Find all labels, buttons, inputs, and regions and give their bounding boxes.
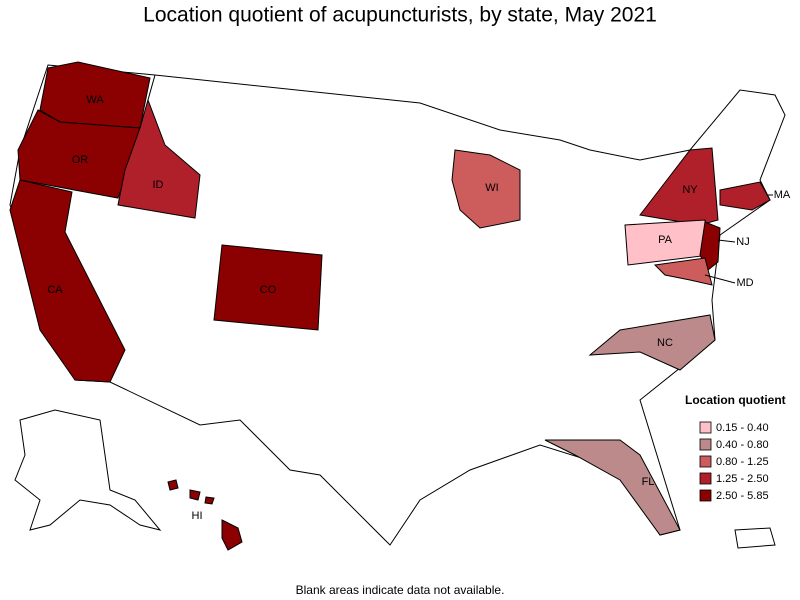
legend-label: 2.50 - 5.85 (716, 490, 769, 502)
state (588, 314, 716, 371)
state-label: WA (86, 94, 104, 106)
state-label: FL (642, 476, 655, 488)
state-label: NC (657, 337, 673, 349)
footnote: Blank areas indicate data not available. (296, 583, 505, 597)
state (719, 181, 771, 211)
state (189, 489, 201, 501)
legend-swatch (699, 472, 712, 485)
legend-swatch (699, 455, 712, 468)
state (117, 74, 201, 219)
state-label: ID (153, 179, 164, 191)
state-label: CO (260, 284, 277, 296)
leader-line (717, 239, 736, 243)
map-title: Location quotient of acupuncturists, by … (143, 4, 657, 27)
legend-title: Location quotient (685, 393, 786, 407)
state-label: OR (72, 154, 89, 166)
state (544, 439, 681, 536)
state (451, 149, 521, 229)
alaska (14, 409, 162, 531)
legend-swatch (699, 421, 712, 434)
leader-line (704, 274, 736, 284)
state (204, 496, 215, 505)
state-label: MD (736, 277, 753, 289)
state-label: WI (485, 182, 498, 194)
legend-label: 1.25 - 2.50 (716, 473, 769, 485)
legend-label: 0.15 - 0.40 (716, 422, 769, 434)
state (653, 257, 713, 286)
state-label: NY (682, 184, 698, 196)
state-label: CA (47, 284, 63, 296)
legend-swatch (699, 489, 712, 502)
states: WA OR CA ID CO WI NY MA PA NJ MD NC FL HI (9, 61, 791, 551)
state (167, 479, 179, 491)
legend-label: 0.80 - 1.25 (716, 456, 769, 468)
state (221, 519, 243, 551)
state (213, 244, 323, 331)
legend-swatch (699, 438, 712, 451)
state-label: PA (658, 234, 673, 246)
state (9, 179, 126, 383)
state-label: NJ (736, 236, 749, 248)
state-label: HI (192, 510, 203, 522)
puerto-rico (734, 527, 776, 549)
us-outline (9, 64, 786, 546)
state-label: MA (774, 189, 791, 201)
legend: Location quotient 0.15 - 0.40 0.40 - 0.80 0… (685, 393, 786, 502)
legend-label: 0.40 - 0.80 (716, 439, 769, 451)
